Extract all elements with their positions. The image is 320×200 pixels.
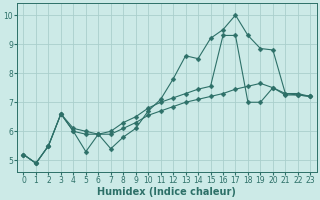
- X-axis label: Humidex (Indice chaleur): Humidex (Indice chaleur): [98, 187, 236, 197]
